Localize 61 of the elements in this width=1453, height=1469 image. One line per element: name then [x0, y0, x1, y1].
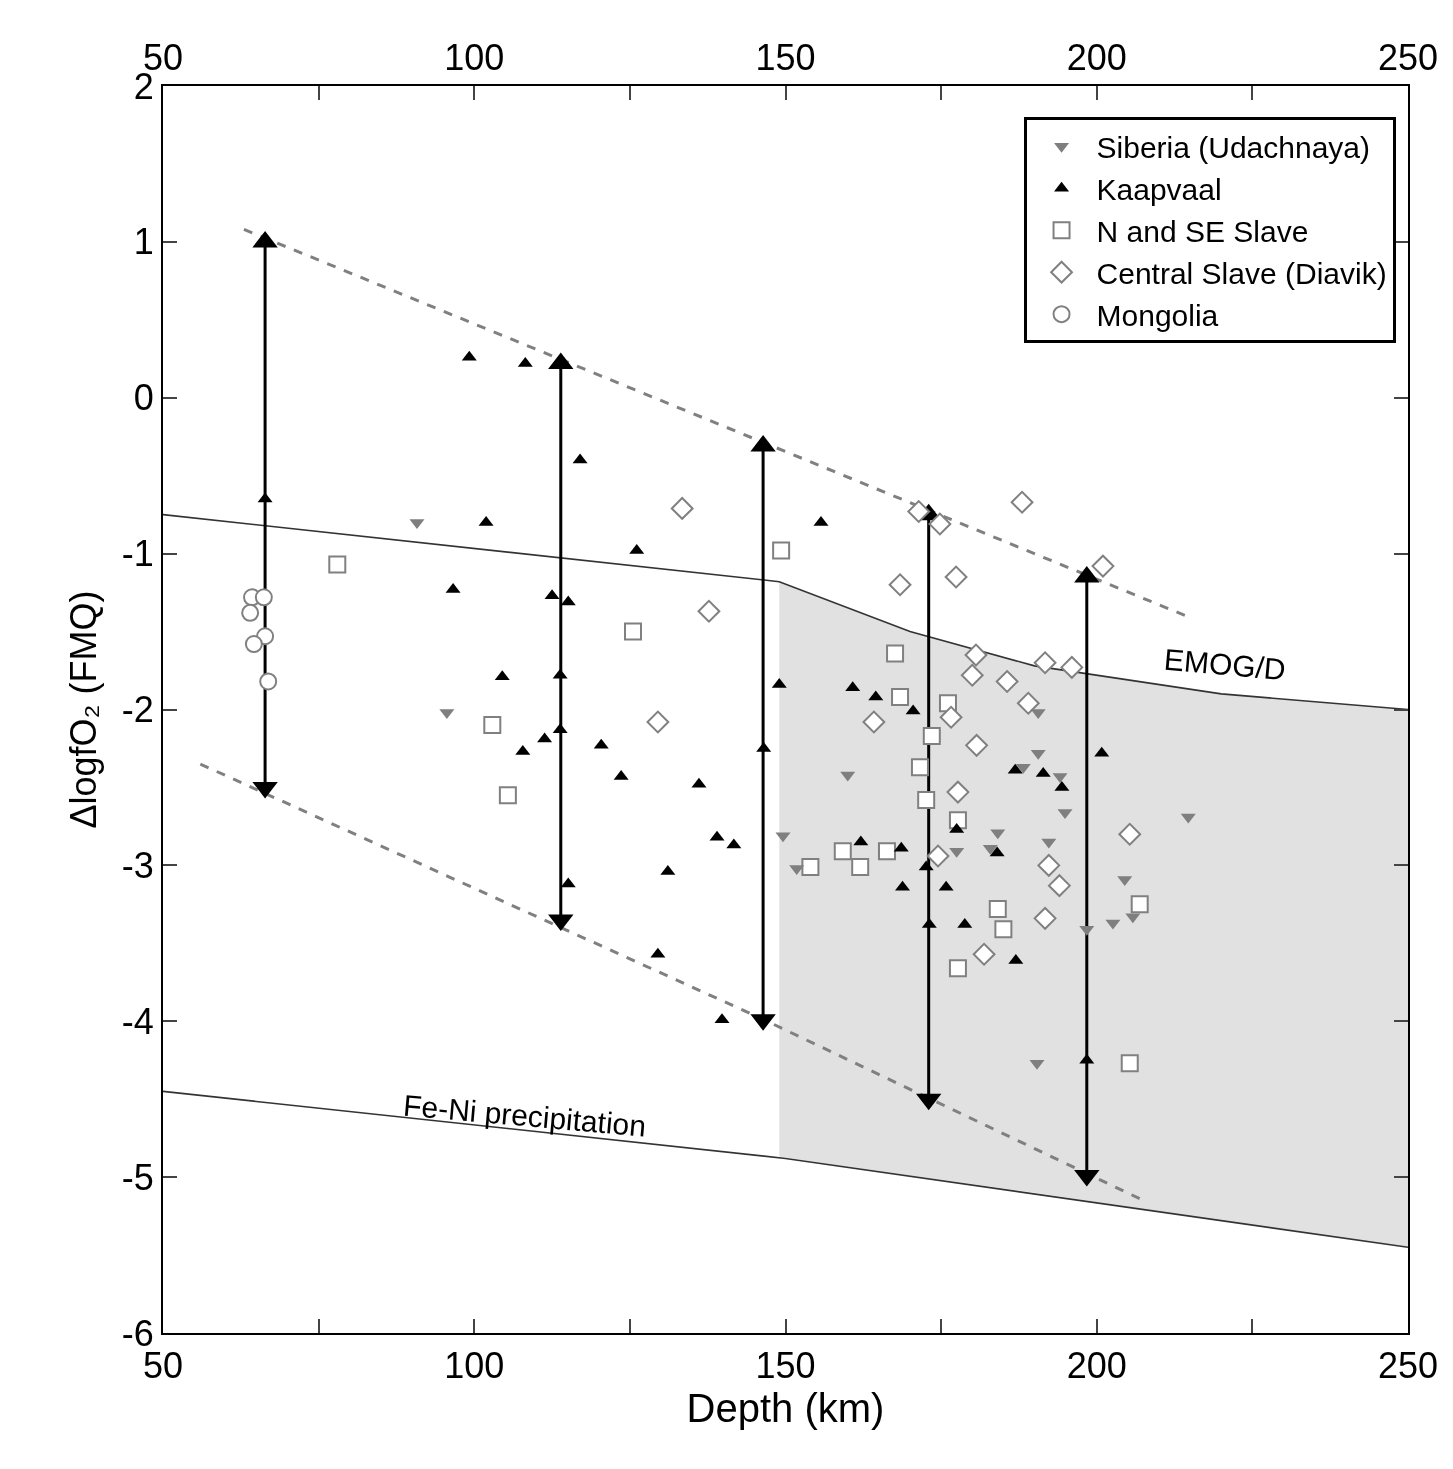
- point: [948, 811, 967, 830]
- point: [862, 710, 886, 734]
- legend-label: Mongolia: [1096, 298, 1219, 332]
- y-tick-label: -4: [121, 1000, 154, 1042]
- point: [1033, 906, 1057, 930]
- point: [928, 512, 952, 536]
- legend-label: Siberia (Udachnaya): [1096, 130, 1371, 164]
- point: [995, 670, 1019, 693]
- point: [972, 942, 996, 966]
- point: [965, 733, 989, 757]
- point: [1048, 874, 1071, 898]
- point: [1118, 822, 1142, 846]
- point: [960, 663, 984, 687]
- point: [1120, 1054, 1139, 1073]
- y-tick-label: 0: [133, 377, 154, 419]
- point: [1037, 853, 1061, 877]
- y-tick-label: -1: [121, 533, 154, 575]
- point: [948, 959, 967, 978]
- y-tick-label: -5: [121, 1156, 154, 1198]
- x2-tick-label: 50: [142, 1345, 184, 1387]
- x-tick-label: 250: [1377, 36, 1439, 78]
- annotation: Fe-Ni precipitation: [402, 1088, 648, 1143]
- legend-label: Central Slave (Diavik): [1096, 256, 1387, 290]
- point: [254, 588, 273, 607]
- line-series: [163, 513, 1408, 711]
- point: [910, 758, 929, 777]
- point: [917, 790, 936, 809]
- point: [939, 705, 963, 729]
- x2-tick-label: 100: [444, 1345, 505, 1387]
- point: [964, 643, 988, 667]
- annotation: EMOG/D: [1162, 642, 1287, 687]
- point: [801, 857, 820, 876]
- y-tick-label: 1: [133, 221, 154, 263]
- x-tick-label: 200: [1066, 36, 1127, 78]
- y-tick-label: -2: [121, 689, 154, 731]
- point: [994, 920, 1013, 939]
- legend-label: Kaapvaal: [1096, 172, 1222, 206]
- x2-tick-label: 200: [1066, 1345, 1127, 1387]
- point: [1060, 656, 1084, 679]
- point: [1033, 651, 1057, 675]
- x-tick-label: 100: [444, 36, 505, 78]
- x2-tick-label: 150: [755, 1345, 816, 1387]
- point: [833, 842, 852, 861]
- point: [886, 644, 905, 663]
- point: [922, 727, 941, 745]
- point: [926, 844, 950, 868]
- legend-label: N and SE Slave: [1096, 214, 1309, 248]
- point: [1130, 895, 1149, 914]
- x-axis-title: Depth (km): [686, 1386, 885, 1431]
- y-axis-title: ΔlogfO₂ (FMQ): [63, 590, 105, 829]
- point: [988, 900, 1007, 919]
- point: [670, 497, 694, 520]
- point: [697, 599, 721, 623]
- point: [891, 688, 910, 707]
- point: [851, 857, 870, 876]
- x-tick-label: 150: [755, 36, 816, 78]
- point: [1016, 691, 1040, 715]
- point: [877, 842, 896, 861]
- x2-tick-label: 250: [1377, 1345, 1439, 1387]
- point: [946, 780, 970, 804]
- y-tick-label: -3: [121, 844, 154, 886]
